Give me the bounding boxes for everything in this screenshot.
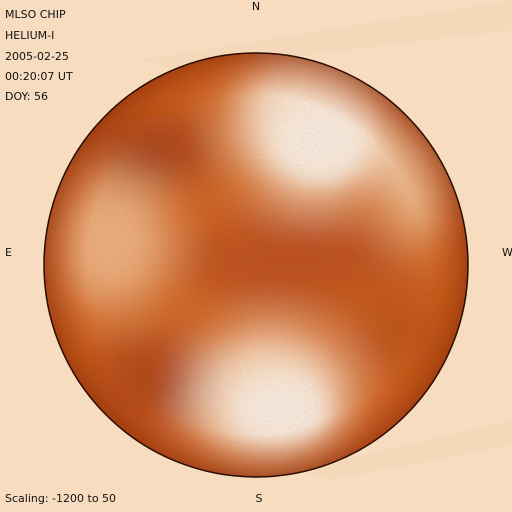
streak — [140, 0, 512, 70]
compass-east: E — [5, 246, 12, 259]
header-line: 2005-02-25 — [5, 50, 69, 63]
compass-west: W — [502, 246, 512, 259]
header-line: MLSO CHIP — [5, 8, 66, 21]
header-line: 00:20:07 UT — [5, 70, 73, 83]
header-line: HELIUM-I — [5, 29, 54, 42]
compass-south: S — [256, 492, 263, 505]
limb-edge — [43, 52, 469, 478]
streak — [300, 420, 512, 480]
scaling-label: Scaling: -1200 to 50 — [5, 492, 116, 505]
compass-north: N — [252, 0, 260, 13]
header-line: DOY: 56 — [5, 90, 48, 103]
